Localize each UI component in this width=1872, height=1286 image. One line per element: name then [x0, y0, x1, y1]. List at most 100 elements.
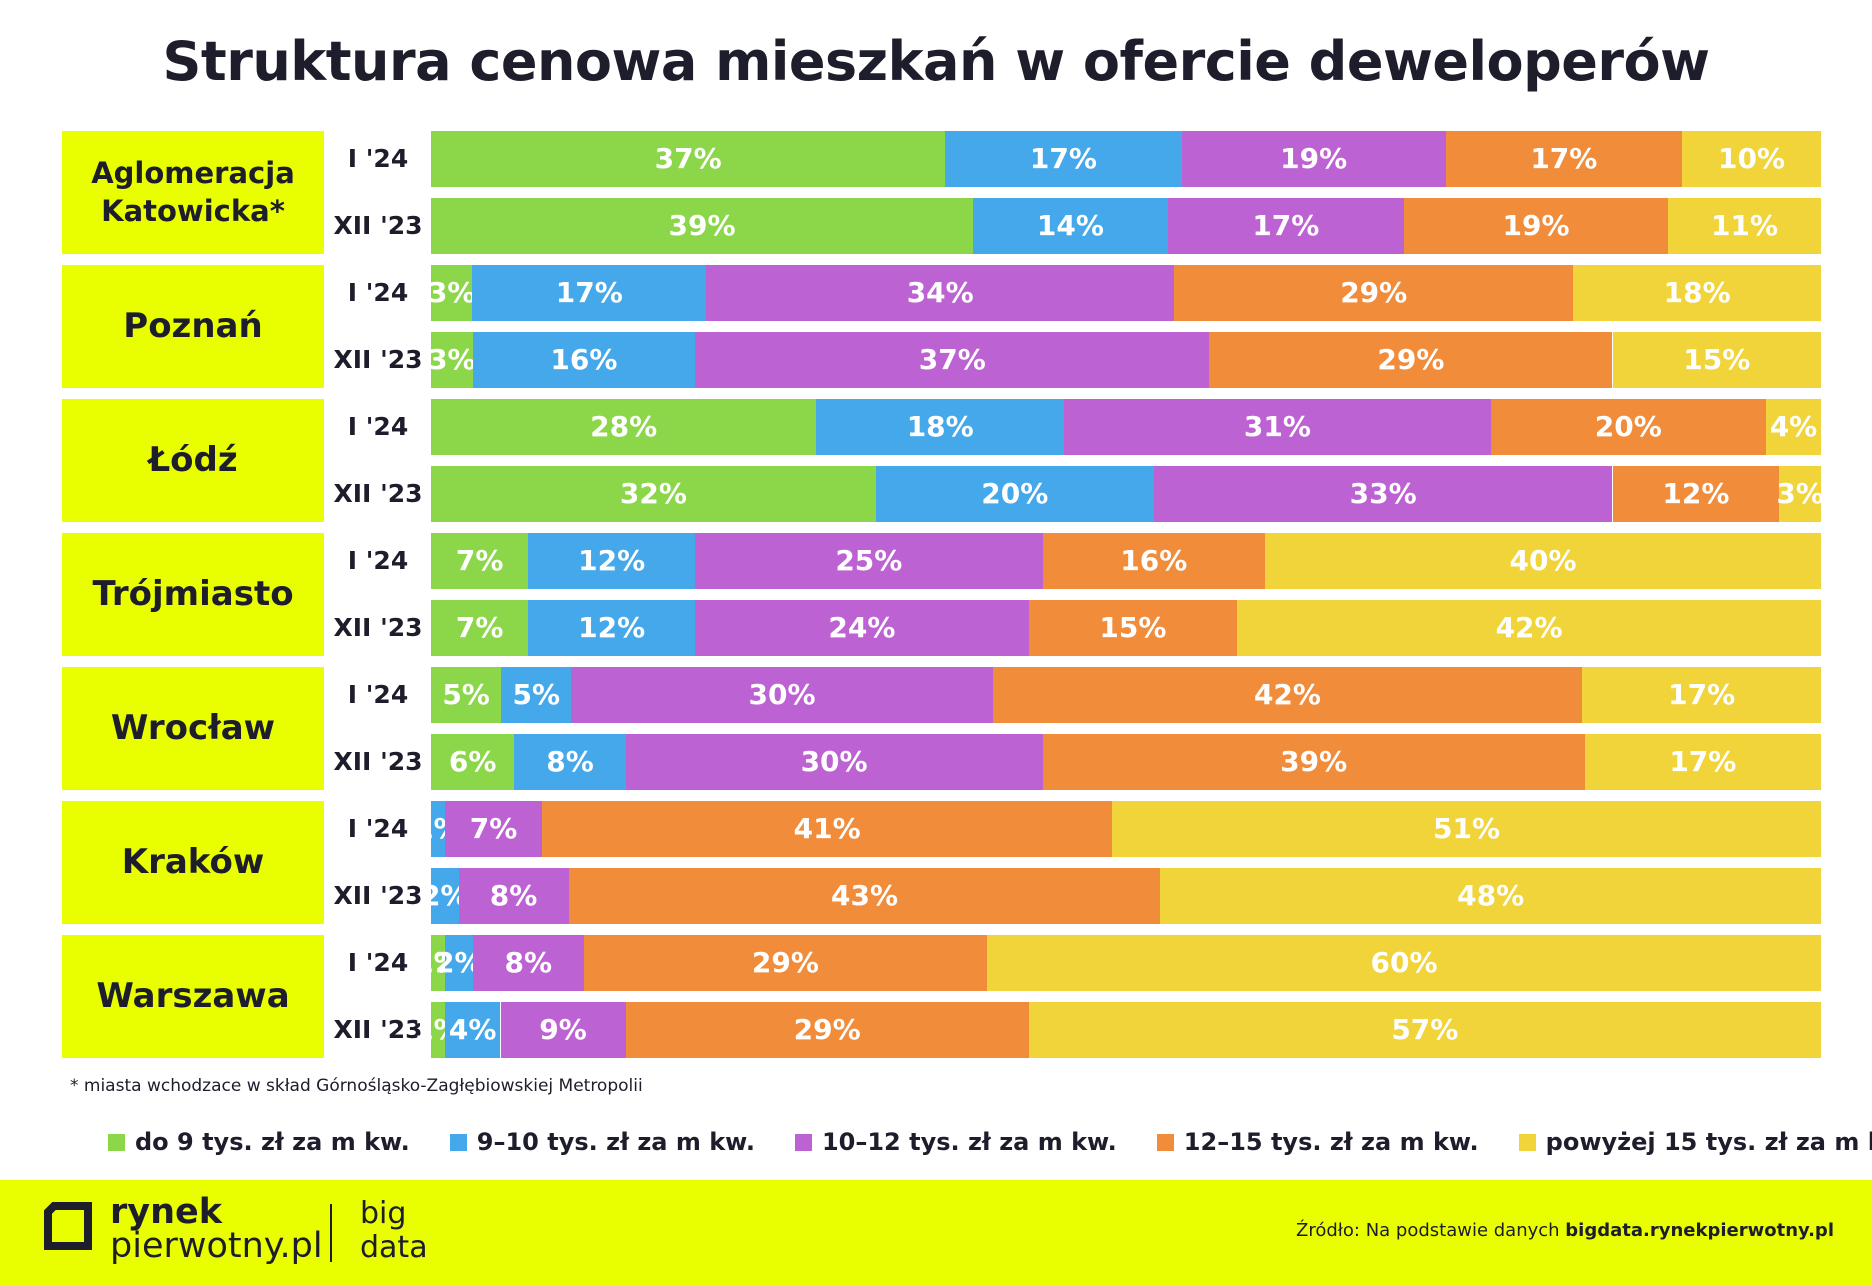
bar-segment: [444, 935, 473, 991]
city-label: Wrocław: [62, 667, 324, 790]
period-label: I '24: [347, 412, 409, 441]
bar-segment: [816, 399, 1065, 455]
bar-segment: [458, 868, 569, 924]
period-label: I '24: [347, 144, 409, 173]
data-label: 51%: [1433, 812, 1501, 845]
source-note: Źródło: Na podstawie danych bigdata.ryne…: [1296, 1220, 1834, 1241]
data-label: 29%: [793, 1013, 861, 1046]
bar-segment: [1682, 131, 1821, 187]
data-label: 4%: [448, 1013, 497, 1046]
data-label: 3%: [427, 276, 476, 309]
data-label: 39%: [1280, 745, 1348, 778]
bar-segment: [1112, 801, 1821, 857]
data-label: 32%: [619, 477, 687, 510]
data-label: 37%: [654, 142, 722, 175]
bar-segment: [431, 399, 817, 455]
logo-divider: [330, 1204, 332, 1262]
data-label: 17%: [1668, 678, 1736, 711]
stacked-bar: 1% 2% 8% 29% 60%: [414, 935, 1821, 991]
bar-segment: [695, 332, 1210, 388]
bar-segment: [1490, 399, 1766, 455]
source-link[interactable]: bigdata.rynekpierwotny.pl: [1565, 1220, 1834, 1241]
bar-segment: [1765, 399, 1821, 455]
data-label: 7%: [455, 611, 504, 644]
legend-item: 9–10 tys. zł za m kw.: [449, 1128, 755, 1156]
bigdata-logo-data: data: [360, 1230, 428, 1265]
data-label: 7%: [455, 544, 504, 577]
bar-segment: [1584, 734, 1821, 790]
bar-segment: [706, 265, 1175, 321]
stacked-bar: 6% 8% 30% 39% 17%: [431, 734, 1821, 790]
data-label: 41%: [793, 812, 861, 845]
bar-segment: [431, 265, 473, 321]
data-label: 6%: [448, 745, 497, 778]
bar-segment: [1612, 332, 1821, 388]
data-label: 40%: [1509, 544, 1577, 577]
bar-segment: [1404, 198, 1669, 254]
legend-item: 10–12 tys. zł za m kw.: [794, 1128, 1117, 1156]
bar-segment: [1779, 466, 1821, 522]
bar-segment: [1153, 466, 1613, 522]
bar-segment: [431, 466, 876, 522]
data-label: 9%: [539, 1013, 587, 1046]
stacked-bar: 39% 14% 17% 19% 11%: [431, 198, 1821, 254]
data-label: 8%: [489, 879, 538, 912]
stacked-bar: 37% 17% 19% 17% 10%: [431, 131, 1821, 187]
bar-segment: [992, 667, 1583, 723]
bar-segment: [431, 600, 529, 656]
bar-segment: [431, 734, 515, 790]
legend-swatch: [794, 1133, 812, 1151]
bar-segment: [431, 131, 946, 187]
legend-item: 12–15 tys. zł za m kw.: [1156, 1128, 1479, 1156]
period-label: I '24: [347, 546, 409, 575]
data-label: 60%: [1370, 946, 1438, 979]
period-label: I '24: [347, 278, 409, 307]
stacked-bar: 3% 16% 37% 29% 15%: [428, 332, 1821, 388]
data-label: 4%: [1769, 410, 1818, 443]
bar-segment: [431, 667, 502, 723]
bar-segment: [1167, 198, 1404, 254]
data-label: 3%: [1776, 477, 1824, 510]
data-label: 8%: [546, 745, 594, 778]
bar-segment: [568, 868, 1161, 924]
data-label: 43%: [830, 879, 899, 912]
period-label: XII '23: [333, 881, 423, 910]
stacked-bar-chart: Aglomeracja Katowicka* I '24 37% 17% 19% 17% 1…: [62, 131, 1824, 1058]
brand-name-line1: rynek: [110, 1192, 223, 1232]
chart-title: Struktura cenowa mieszkań w ofercie dewe…: [162, 30, 1710, 93]
stacked-bar: 5% 5% 30% 42% 17%: [431, 667, 1821, 723]
data-label: 15%: [1683, 343, 1751, 376]
legend-label: powyżej 15 tys. zł za m kw.: [1545, 1128, 1872, 1156]
data-label: 20%: [1594, 410, 1662, 443]
bar-segment: [695, 600, 1029, 656]
data-label: 42%: [1253, 678, 1321, 711]
data-label: 57%: [1391, 1013, 1459, 1046]
data-label: 12%: [578, 544, 646, 577]
stacked-bar: 1% 7% 41% 51%: [414, 801, 1821, 857]
bigdata-logo-big: big: [360, 1196, 407, 1231]
data-label: 14%: [1036, 209, 1104, 242]
brand-name-line2: pierwotny.pl: [110, 1226, 323, 1266]
data-label: 30%: [748, 678, 816, 711]
data-label: 29%: [1340, 276, 1408, 309]
data-label: 25%: [835, 544, 903, 577]
bar-segment: [695, 533, 1043, 589]
data-label: 37%: [918, 343, 986, 376]
bar-segment: [501, 667, 572, 723]
data-label: 31%: [1243, 410, 1311, 443]
data-label: 19%: [1280, 142, 1348, 175]
data-label: 16%: [1120, 544, 1188, 577]
city-label: Poznań: [62, 265, 324, 388]
bar-segment: [1582, 667, 1821, 723]
bar-segment: [625, 1002, 1029, 1058]
bar-segment: [431, 533, 529, 589]
period-label: XII '23: [333, 211, 423, 240]
legend-label: do 9 tys. zł za m kw.: [135, 1128, 410, 1156]
legend-swatch: [1518, 1133, 1536, 1151]
bar-segment: [1612, 466, 1780, 522]
legend-swatch: [449, 1133, 467, 1151]
legend: do 9 tys. zł za m kw. 9–10 tys. zł za m k…: [108, 1122, 1872, 1162]
period-label: XII '23: [333, 479, 423, 508]
stacked-bar: 3% 17% 34% 29% 18%: [427, 265, 1821, 321]
data-label: 17%: [1029, 142, 1097, 175]
